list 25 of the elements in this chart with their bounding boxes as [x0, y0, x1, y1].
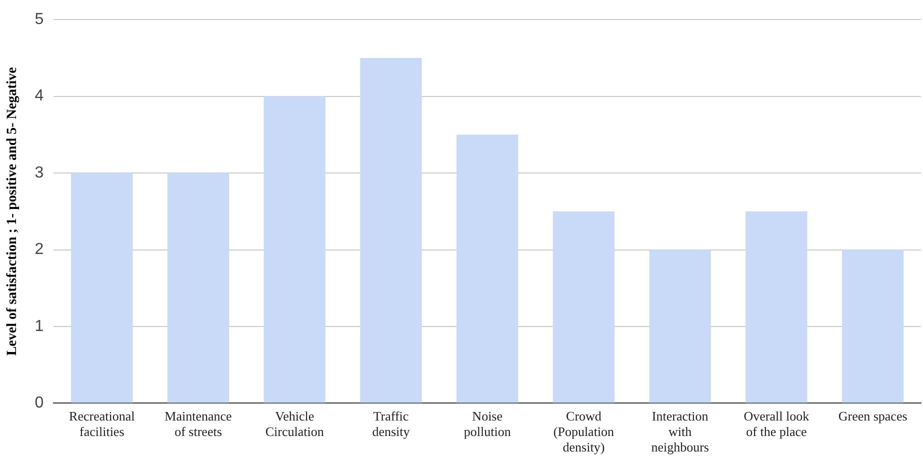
y-tick-label: 1 [34, 318, 44, 335]
bar [360, 58, 422, 403]
x-tick-label: Green spaces [838, 408, 908, 424]
x-tick-label: Interaction with neighbours [651, 408, 709, 455]
y-tick-label: 0 [34, 394, 44, 412]
bar [842, 250, 904, 403]
bar [456, 134, 518, 403]
y-tick-label: 5 [34, 11, 44, 28]
bar [167, 173, 230, 403]
x-tick-label: Recreational facilities [69, 408, 136, 440]
x-tick-label: Vehicle Circulation [265, 408, 324, 440]
x-tick-label: Maintenance of streets [164, 408, 232, 440]
bar [552, 211, 615, 403]
y-tick-label: 4 [34, 88, 44, 105]
x-tick-label: Traffic density [372, 408, 410, 440]
x-tick-label: Noise pollution [464, 408, 512, 440]
bar [649, 250, 711, 403]
x-tick-label: Crowd (Population density) [553, 408, 615, 455]
y-axis-title: Level of satisfaction ; 1- positive and 5- Negative [5, 67, 20, 356]
x-tick-label: Overall look of the place [744, 408, 810, 440]
bar [746, 211, 808, 403]
bar [264, 96, 326, 403]
bar [71, 173, 133, 403]
y-tick-label: 3 [34, 164, 44, 182]
y-tick-label: 2 [34, 241, 44, 258]
